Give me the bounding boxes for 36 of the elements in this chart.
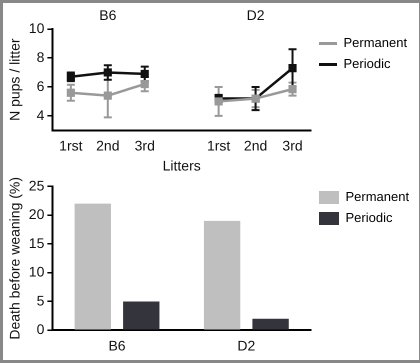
y-tick-label: 6 bbox=[36, 78, 45, 94]
x-tick-label: 1rst bbox=[59, 138, 83, 154]
legend-label: Permanent bbox=[344, 35, 408, 50]
x-tick-label: 2nd bbox=[244, 138, 268, 154]
bar bbox=[252, 318, 289, 330]
text: B6 bbox=[99, 6, 117, 23]
y-tick-label: 20 bbox=[28, 206, 45, 222]
y-tick-label: 10 bbox=[28, 264, 45, 280]
x-tick-label: 1rst bbox=[206, 138, 230, 154]
y-tick-label: 0 bbox=[36, 321, 45, 338]
legend-label: Permanent bbox=[346, 189, 410, 204]
text: D2 bbox=[246, 6, 265, 23]
bar bbox=[204, 220, 240, 330]
x-tick-label: 3rd bbox=[134, 138, 155, 154]
point bbox=[104, 92, 112, 100]
y-tick-label: 8 bbox=[36, 48, 45, 65]
y-tick-label: 4 bbox=[36, 106, 45, 123]
bar bbox=[74, 204, 111, 330]
y-axis-title: N pups / litter bbox=[6, 38, 22, 121]
y-tick-label: 5 bbox=[36, 292, 45, 308]
y-axis-title: Death before weaning (%) bbox=[6, 176, 22, 340]
legend-label: Periodic bbox=[344, 56, 391, 72]
x-axis-title: Litters bbox=[162, 157, 201, 174]
y-tick-label: 10 bbox=[28, 20, 45, 36]
bar bbox=[123, 301, 160, 330]
point bbox=[66, 88, 75, 97]
point bbox=[214, 97, 223, 106]
legend-label: Periodic bbox=[346, 210, 393, 226]
y-tick-label: 15 bbox=[28, 234, 45, 251]
point bbox=[104, 68, 112, 77]
x-tick-label: 2nd bbox=[96, 138, 120, 154]
point bbox=[288, 64, 297, 72]
point bbox=[140, 80, 149, 88]
x-tick-label: 3rd bbox=[282, 138, 303, 154]
point bbox=[140, 70, 149, 78]
y-tick-label: 25 bbox=[28, 177, 45, 194]
